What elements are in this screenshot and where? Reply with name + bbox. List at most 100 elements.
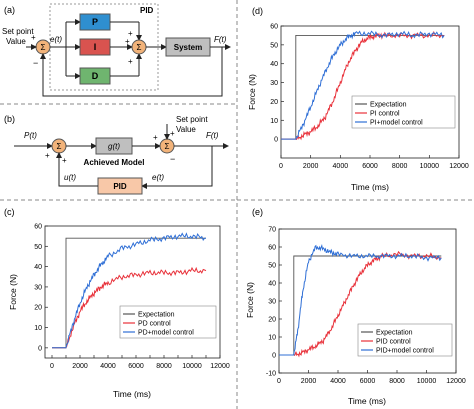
y-tick-label: -10 (266, 371, 276, 378)
i-block-label: I (94, 42, 97, 52)
legend-entry: PD+model control (138, 330, 194, 337)
x-tick-label: 0 (50, 363, 54, 370)
x-tick-label: 8000 (156, 363, 172, 370)
y-tick-label: 10 (270, 118, 278, 125)
setpoint-label-b2: Value (176, 125, 196, 134)
y-tick-label: 30 (268, 299, 276, 306)
y-tick-label: 20 (270, 99, 278, 106)
input-label-b: P(t) (24, 131, 37, 140)
output-label-b: F(t) (206, 131, 219, 140)
legend: Expectation PI control PI+model control (351, 95, 456, 129)
feedback-loop-a (40, 47, 223, 97)
y-tick-label: 60 (34, 224, 42, 231)
y-tick-label: 30 (34, 284, 42, 291)
x-axis-label: Time (ms) (348, 396, 386, 406)
plus-sign-b3: + (153, 133, 158, 142)
plus-sign-b4: + (170, 129, 175, 138)
plus-sign-a2: + (128, 29, 133, 38)
x-tick-label: 4000 (333, 163, 349, 170)
pid-box-label: PID (140, 6, 154, 15)
legend-entry: PD control (138, 321, 171, 328)
x-tick-label: 8000 (389, 378, 405, 385)
error-signal-label-a: e(t) (50, 35, 62, 44)
y-tick-label: 0 (38, 345, 42, 352)
x-tick-label: 8000 (392, 163, 408, 170)
achieved-model-label: Achieved Model (84, 158, 145, 167)
plot-frame (280, 25, 460, 159)
panel-tag: (c) (4, 207, 15, 217)
legend-entry: Expectation (138, 312, 175, 319)
legend-entry: Expectation (376, 330, 413, 337)
g-block-label: g(t) (108, 142, 120, 151)
y-tick-label: 40 (270, 61, 278, 68)
output-label-a: F(t) (214, 35, 227, 44)
legend: Expectation PD control PD+model control (119, 305, 217, 339)
system-block-label: System (174, 43, 202, 52)
sum-symbol-2: Σ (137, 43, 142, 52)
x-tick-label: 0 (279, 163, 283, 170)
y-axis-label: Force (N) (245, 282, 255, 318)
y-tick-label: 40 (34, 264, 42, 271)
y-tick-label: 60 (268, 245, 276, 252)
feedback-loop-b-left (56, 152, 98, 187)
panel-b-block-diagram: (b) P(t) Σ + + g(t) Achieved Model Σ + +… (4, 114, 229, 195)
series-line (52, 232, 206, 349)
legend-entry: PID control (376, 339, 411, 346)
y-tick-label: 70 (268, 227, 276, 234)
y-tick-label: 10 (34, 325, 42, 332)
p-block-label: P (92, 17, 98, 27)
x-tick-label: 2000 (72, 363, 88, 370)
chart-pd-control: (c) 0 2000 4000 6000 8000 10000 12000 0 10 20 30 40 5… (4, 207, 230, 399)
plus-sign-a1: + (31, 33, 36, 42)
control-signal-label-b: u(t) (64, 173, 76, 182)
panel-tag: (d) (252, 6, 263, 16)
x-axis-label: Time (ms) (351, 182, 389, 192)
x-tick-label: 10000 (182, 363, 202, 370)
y-axis-label: Force (N) (247, 74, 257, 110)
x-tick-label: 2000 (301, 378, 317, 385)
error-signal-label-b: e(t) (152, 173, 164, 182)
y-tick-label: 0 (272, 353, 276, 360)
legend: Expectation PID control PID+model control (357, 323, 453, 357)
x-tick-label: 6000 (360, 378, 376, 385)
legend-box (119, 305, 217, 339)
x-tick-label: 12000 (210, 363, 230, 370)
x-tick-label: 12000 (446, 378, 466, 385)
x-tick-label: 0 (277, 378, 281, 385)
panel-a-block-diagram: (a) PID Set point Value Σ + − e(t) P I D… (2, 3, 231, 97)
series-line (279, 250, 442, 358)
chart-pid-control: (e)0 2000 4000 6000 8000 10000 12000-100102030… (245, 207, 466, 406)
legend-entry: PI control (370, 111, 400, 118)
y-axis-label: Force (N) (8, 274, 18, 310)
legend-entry: PID+model control (376, 348, 434, 355)
y-tick-label: 50 (34, 244, 42, 251)
legend-entry: Expectation (370, 102, 407, 109)
y-tick-label: 60 (270, 24, 278, 31)
x-tick-label: 4000 (330, 378, 346, 385)
series-line (52, 266, 207, 349)
x-tick-label: 10000 (417, 378, 437, 385)
sum-symbol-b2: Σ (165, 142, 170, 151)
y-tick-label: 30 (270, 80, 278, 87)
y-tick-label: 0 (274, 137, 278, 144)
panel-b-tag: (b) (4, 114, 15, 124)
panel-a-tag: (a) (4, 5, 15, 15)
plus-sign-a4: + (128, 57, 133, 66)
minus-sign-a1: − (33, 58, 38, 68)
plus-sign-b1: + (45, 151, 50, 160)
plus-sign-b2: + (62, 156, 67, 165)
x-tick-label: 10000 (420, 163, 440, 170)
series-line (279, 243, 442, 356)
legend-box (357, 323, 453, 357)
chart-pi-control: (d) 0 2000 4000 6000 8000 10000 12000 0 10 20 30 40 5… (247, 6, 469, 192)
minus-sign-b1: − (170, 154, 175, 164)
y-tick-label: 50 (270, 42, 278, 49)
y-tick-label: 40 (268, 281, 276, 288)
x-tick-label: 6000 (362, 163, 378, 170)
y-tick-label: 50 (268, 263, 276, 270)
panel-tag: (e) (252, 207, 263, 217)
series-line (281, 30, 445, 140)
sum-symbol-1: Σ (41, 43, 46, 52)
setpoint-label-2: Value (6, 37, 26, 46)
